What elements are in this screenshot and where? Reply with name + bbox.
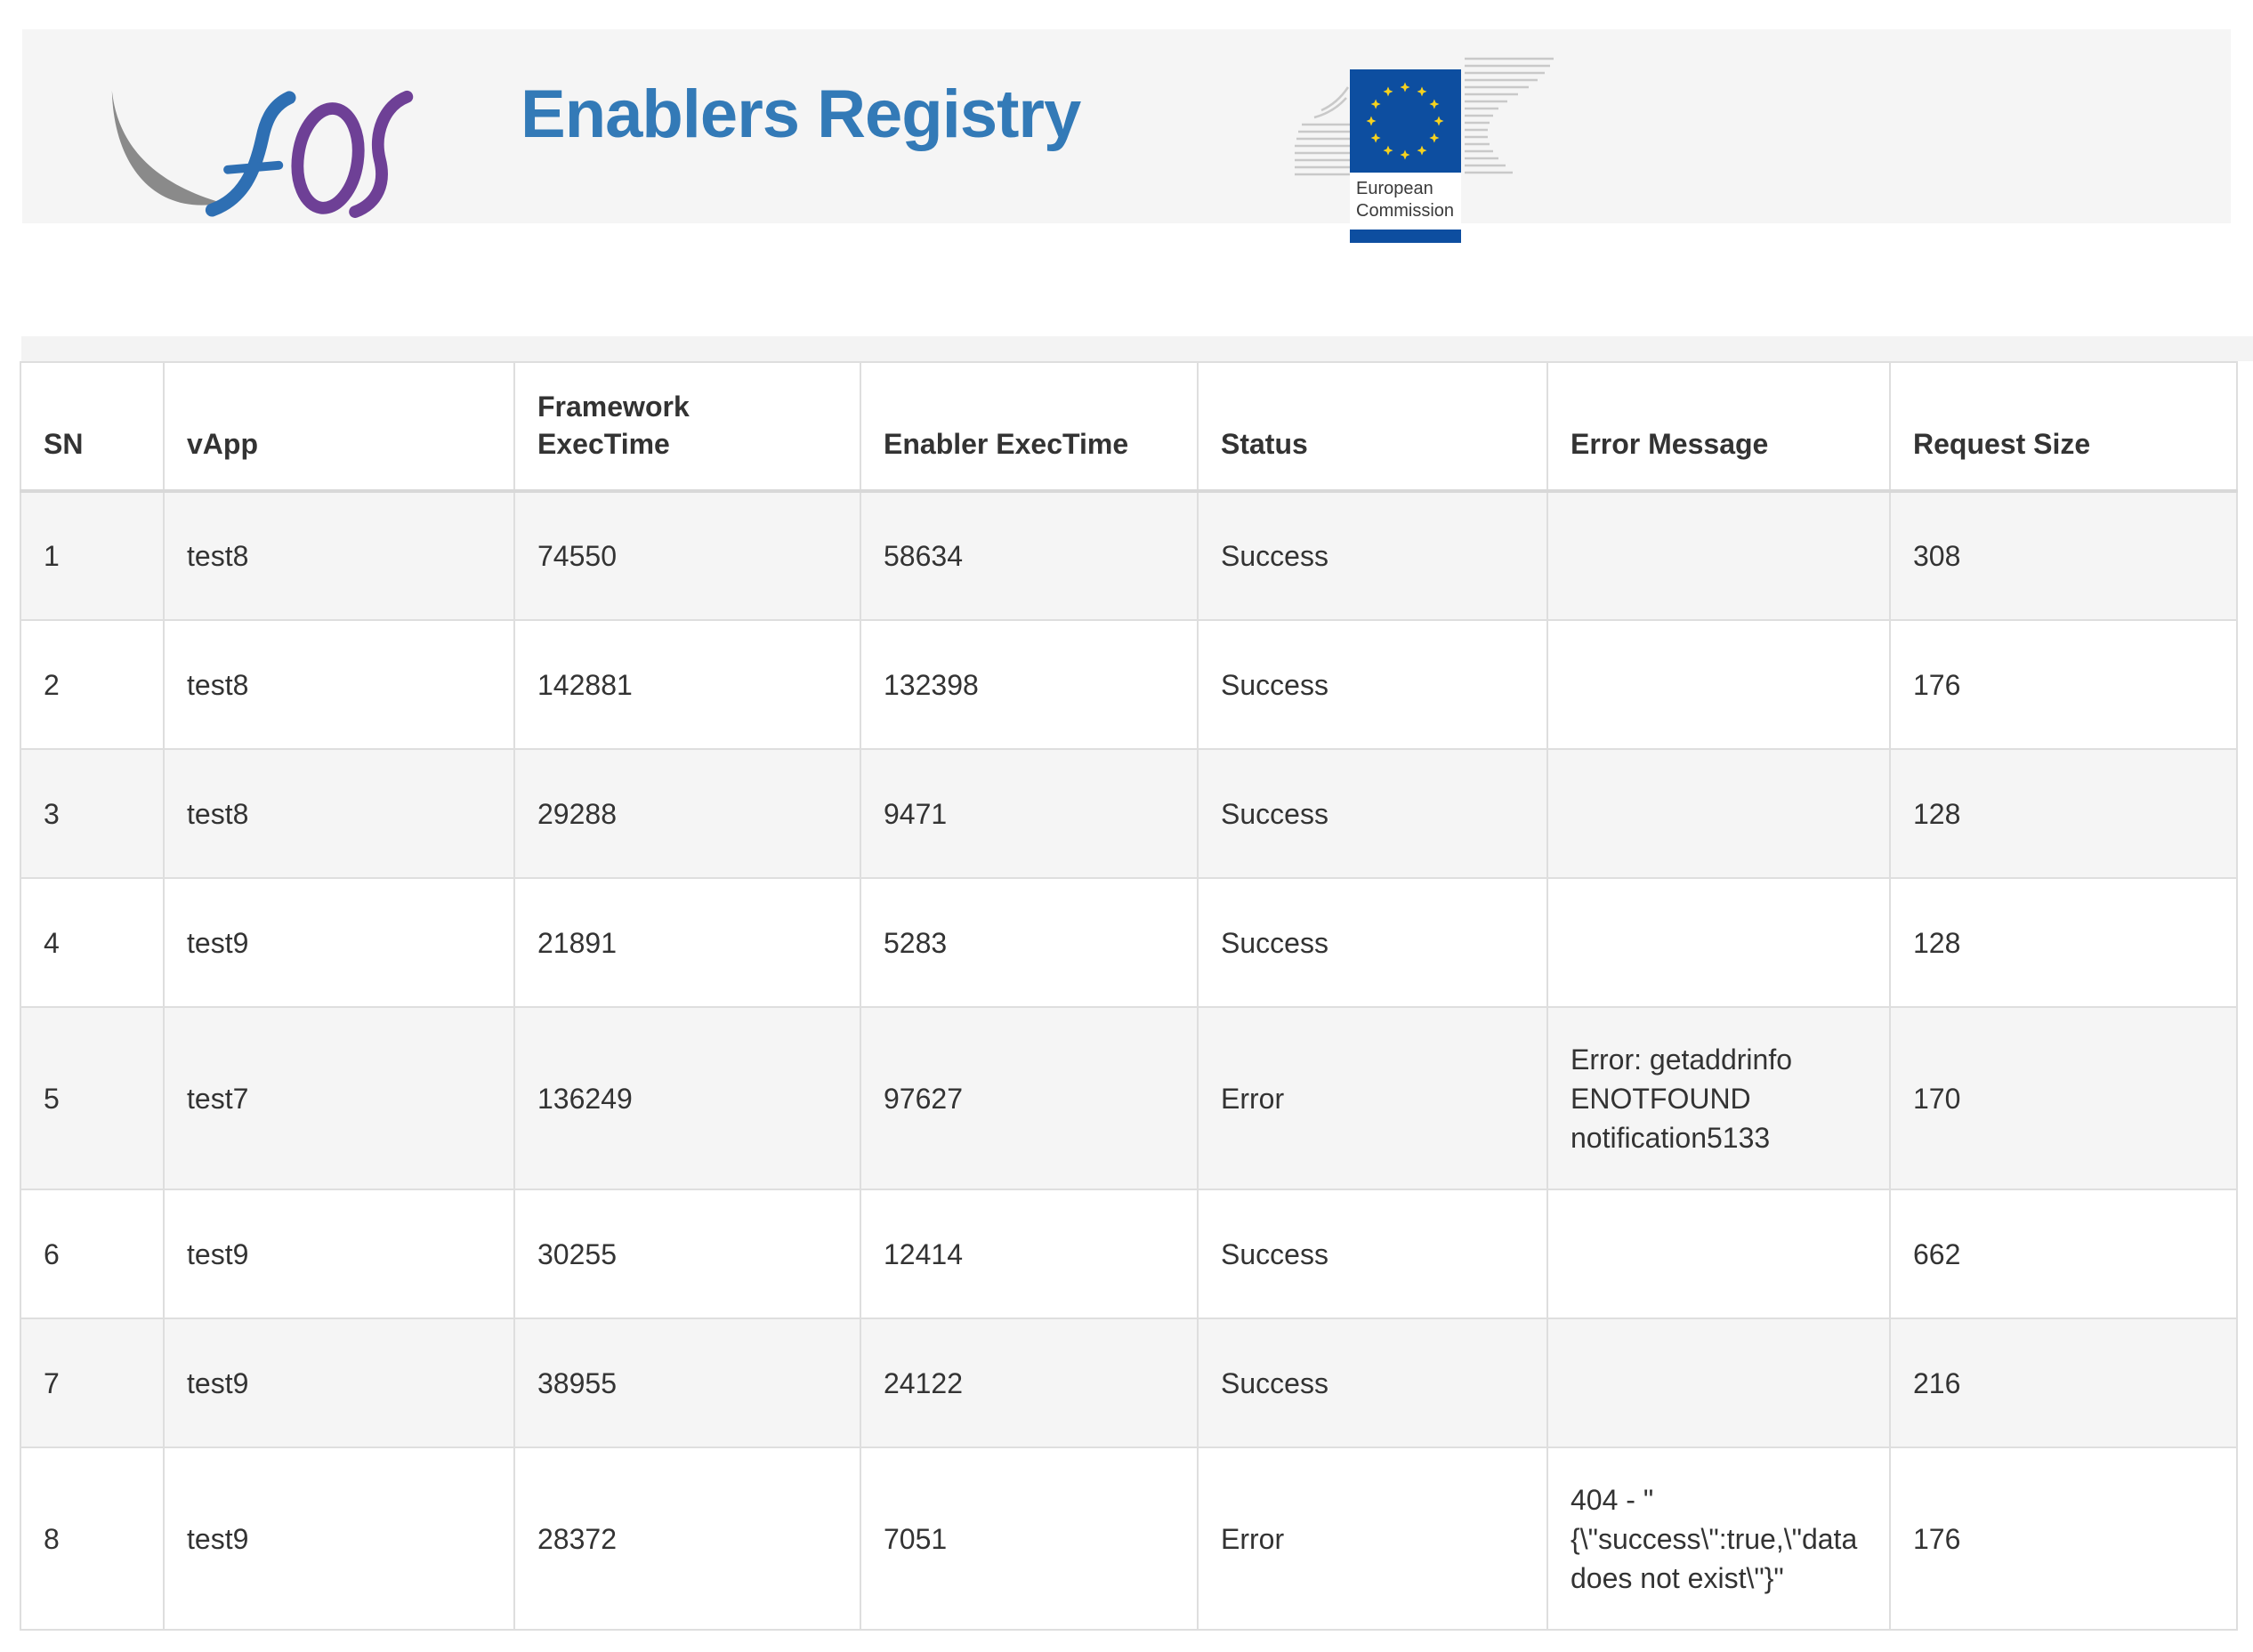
vfos-logo xyxy=(98,86,432,218)
error-message-text: 404 - " {\"success\":true,\"data does no… xyxy=(1571,1483,1858,1594)
cell-vapp: test9 xyxy=(163,877,515,1008)
cell-request-size: 216 xyxy=(1889,1318,2238,1448)
table-row: 5 test7 136249 97627 Error Error: getadd… xyxy=(20,1006,2238,1190)
cell-request-size: 170 xyxy=(1889,1006,2238,1190)
cell-request-size: 308 xyxy=(1889,490,2238,621)
cell-sn: 4 xyxy=(20,877,165,1008)
cell-enabler-exec-time: 7051 xyxy=(860,1447,1199,1631)
cell-vapp: test7 xyxy=(163,1006,515,1190)
cell-error-message xyxy=(1546,1318,1891,1448)
cell-request-size: 662 xyxy=(1889,1189,2238,1319)
cell-error-message xyxy=(1546,748,1891,879)
enablers-table: SN vApp Framework ExecTime Enabler ExecT… xyxy=(20,361,2238,1631)
table-row: 2 test8 142881 132398 Success 176 xyxy=(20,619,2238,750)
cell-status: Success xyxy=(1197,748,1548,879)
ec-logo-label: European Commission xyxy=(1350,173,1461,230)
cell-sn: 1 xyxy=(20,490,165,621)
cell-enabler-exec-time: 58634 xyxy=(860,490,1199,621)
cell-vapp: test9 xyxy=(163,1447,515,1631)
column-header-vapp: vApp xyxy=(163,361,515,493)
cell-error-message xyxy=(1546,1189,1891,1319)
cell-error-message xyxy=(1546,490,1891,621)
cell-error-message: 404 - " {\"success\":true,\"data does no… xyxy=(1546,1447,1891,1631)
column-header-sn: SN xyxy=(20,361,165,493)
cell-sn: 6 xyxy=(20,1189,165,1319)
cell-request-size: 176 xyxy=(1889,619,2238,750)
eu-flag-icon xyxy=(1350,69,1461,173)
table-row: 4 test9 21891 5283 Success 128 xyxy=(20,877,2238,1008)
table-row: 6 test9 30255 12414 Success 662 xyxy=(20,1189,2238,1319)
cell-vapp: test8 xyxy=(163,748,515,879)
cell-error-message xyxy=(1546,619,1891,750)
cell-enabler-exec-time: 97627 xyxy=(860,1006,1199,1190)
cell-sn: 7 xyxy=(20,1318,165,1448)
header-bar: Enablers Registry xyxy=(22,29,2231,243)
column-header-status: Status xyxy=(1197,361,1548,493)
cell-status: Success xyxy=(1197,1318,1548,1448)
cell-framework-exec-time: 29288 xyxy=(513,748,861,879)
cell-status: Error xyxy=(1197,1006,1548,1190)
cell-framework-exec-time: 38955 xyxy=(513,1318,861,1448)
table-row: 1 test8 74550 58634 Success 308 xyxy=(20,490,2238,621)
cell-request-size: 176 xyxy=(1889,1447,2238,1631)
cell-status: Success xyxy=(1197,877,1548,1008)
vfos-logo-icon xyxy=(111,90,414,218)
cell-enabler-exec-time: 24122 xyxy=(860,1318,1199,1448)
cell-vapp: test8 xyxy=(163,490,515,621)
table-header: SN vApp Framework ExecTime Enabler ExecT… xyxy=(20,361,2238,493)
cell-error-message xyxy=(1546,877,1891,1008)
cell-framework-exec-time: 142881 xyxy=(513,619,861,750)
error-message-text: Error: getaddrinfo ENOTFOUND notificatio… xyxy=(1571,1043,1793,1154)
cell-error-message: Error: getaddrinfo ENOTFOUND notificatio… xyxy=(1546,1006,1891,1190)
cell-vapp: test9 xyxy=(163,1318,515,1448)
column-header-error-message: Error Message xyxy=(1546,361,1891,493)
column-header-enabler-exec-time: Enabler ExecTime xyxy=(860,361,1199,493)
table-row: 3 test8 29288 9471 Success 128 xyxy=(20,748,2238,879)
table-row: 8 test9 28372 7051 Error 404 - " {\"succ… xyxy=(20,1447,2238,1631)
ec-logo-bar xyxy=(1350,230,1461,243)
cell-framework-exec-time: 21891 xyxy=(513,877,861,1008)
cell-framework-exec-time: 136249 xyxy=(513,1006,861,1190)
cell-vapp: test9 xyxy=(163,1189,515,1319)
ec-building-lines-left-icon xyxy=(1295,86,1350,176)
cell-status: Error xyxy=(1197,1447,1548,1631)
cell-framework-exec-time: 30255 xyxy=(513,1189,861,1319)
cell-enabler-exec-time: 132398 xyxy=(860,619,1199,750)
european-commission-logo: European Commission xyxy=(1295,44,1554,243)
cell-sn: 3 xyxy=(20,748,165,879)
cell-status: Success xyxy=(1197,1189,1548,1319)
cell-enabler-exec-time: 5283 xyxy=(860,877,1199,1008)
page-title: Enablers Registry xyxy=(521,77,1081,152)
cell-request-size: 128 xyxy=(1889,748,2238,879)
cell-sn: 2 xyxy=(20,619,165,750)
cell-enabler-exec-time: 12414 xyxy=(860,1189,1199,1319)
cell-enabler-exec-time: 9471 xyxy=(860,748,1199,879)
cell-status: Success xyxy=(1197,619,1548,750)
content-divider xyxy=(21,336,2253,361)
ec-building-lines-right-icon xyxy=(1465,57,1554,174)
cell-framework-exec-time: 28372 xyxy=(513,1447,861,1631)
table-body: 1 test8 74550 58634 Success 308 2 test8 … xyxy=(20,490,2238,1631)
table-row: 7 test9 38955 24122 Success 216 xyxy=(20,1318,2238,1448)
cell-vapp: test8 xyxy=(163,619,515,750)
table-header-row: SN vApp Framework ExecTime Enabler ExecT… xyxy=(20,361,2238,493)
cell-framework-exec-time: 74550 xyxy=(513,490,861,621)
column-header-request-size: Request Size xyxy=(1889,361,2238,493)
cell-sn: 8 xyxy=(20,1447,165,1631)
cell-status: Success xyxy=(1197,490,1548,621)
ec-flag-block: European Commission xyxy=(1350,69,1461,243)
column-header-framework-exec-time: Framework ExecTime xyxy=(513,361,861,493)
cell-sn: 5 xyxy=(20,1006,165,1190)
cell-request-size: 128 xyxy=(1889,877,2238,1008)
